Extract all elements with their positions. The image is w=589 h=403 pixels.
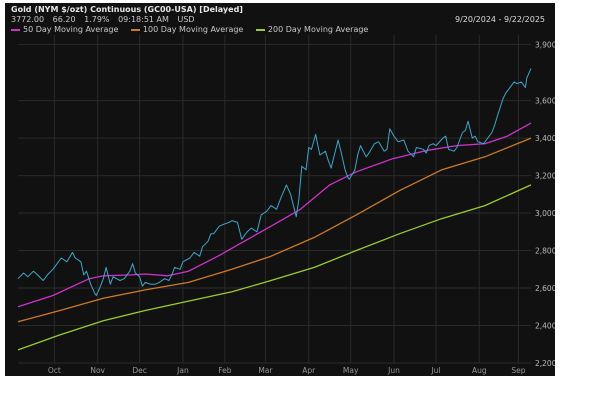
x-tick-label: Jul: [430, 366, 440, 375]
x-tick-label: Dec: [132, 366, 147, 375]
legend-swatch: [255, 28, 265, 31]
x-tick-label: Jan: [176, 366, 189, 375]
200-day-moving-average-line: [17, 184, 532, 351]
y-tick-label: 3,900: [535, 40, 555, 49]
y-tick-label: 2,200: [535, 359, 555, 368]
x-tick-label: Sep: [511, 366, 525, 375]
legend-item-50day: 50 Day Moving Average: [11, 25, 118, 34]
y-tick-label: 2,400: [535, 322, 555, 331]
y-tick-label: 3,000: [535, 209, 555, 218]
legend-swatch: [130, 28, 140, 31]
legend: 50 Day Moving Average 100 Day Moving Ave…: [11, 25, 378, 34]
legend-item-100day: 100 Day Moving Average: [130, 25, 244, 34]
quote-time: 09:18:51 AM: [118, 15, 169, 24]
legend-item-200day: 200 Day Moving Average: [255, 25, 369, 34]
y-tick-label: 3,400: [535, 134, 555, 143]
legend-label: 200 Day Moving Average: [267, 25, 369, 34]
100-day-moving-average-line: [17, 137, 532, 323]
x-tick-label: Mar: [258, 366, 273, 375]
legend-swatch: [11, 28, 20, 31]
chart-title: Gold (NYM $/ozt) Continuous (GC00-USA) […: [11, 5, 243, 14]
axis-layer: 2,200 2,400 2,600 2,800 3,000 3,200 3,400 3,600…: [48, 40, 555, 375]
currency: USD: [177, 15, 195, 24]
price-change: 66.20: [52, 15, 76, 24]
chart-frame: 2,200 2,400 2,600 2,800 3,000 3,200 3,400 3,600…: [5, 3, 555, 376]
legend-label: 100 Day Moving Average: [142, 25, 244, 34]
date-range: 9/20/2024 - 9/22/2025: [454, 15, 545, 24]
x-tick-label: Feb: [218, 366, 232, 375]
x-tick-label: Apr: [302, 366, 316, 375]
x-tick-label: Aug: [472, 366, 487, 375]
y-tick-label: 2,600: [535, 284, 555, 293]
chart-svg: 2,200 2,400 2,600 2,800 3,000 3,200 3,400 3,600…: [17, 35, 555, 375]
y-tick-label: 3,200: [535, 172, 555, 181]
y-tick-label: 3,600: [535, 97, 555, 106]
x-tick-label: Oct: [48, 366, 61, 375]
x-tick-label: Jun: [387, 366, 400, 375]
price-change-percent: 1.79%: [84, 15, 110, 24]
y-tick-label: 2,800: [535, 247, 555, 256]
last-price: 3772.00: [11, 15, 45, 24]
legend-label: 50 Day Moving Average: [23, 25, 119, 34]
series-layer: [17, 68, 532, 351]
price-line: [17, 68, 532, 296]
x-tick-label: May: [343, 366, 359, 375]
price-summary: 3772.00 66.20 1.79% 09:18:51 AM USD: [11, 15, 201, 24]
grid-layer: [18, 35, 531, 364]
x-tick-label: Nov: [90, 366, 105, 375]
